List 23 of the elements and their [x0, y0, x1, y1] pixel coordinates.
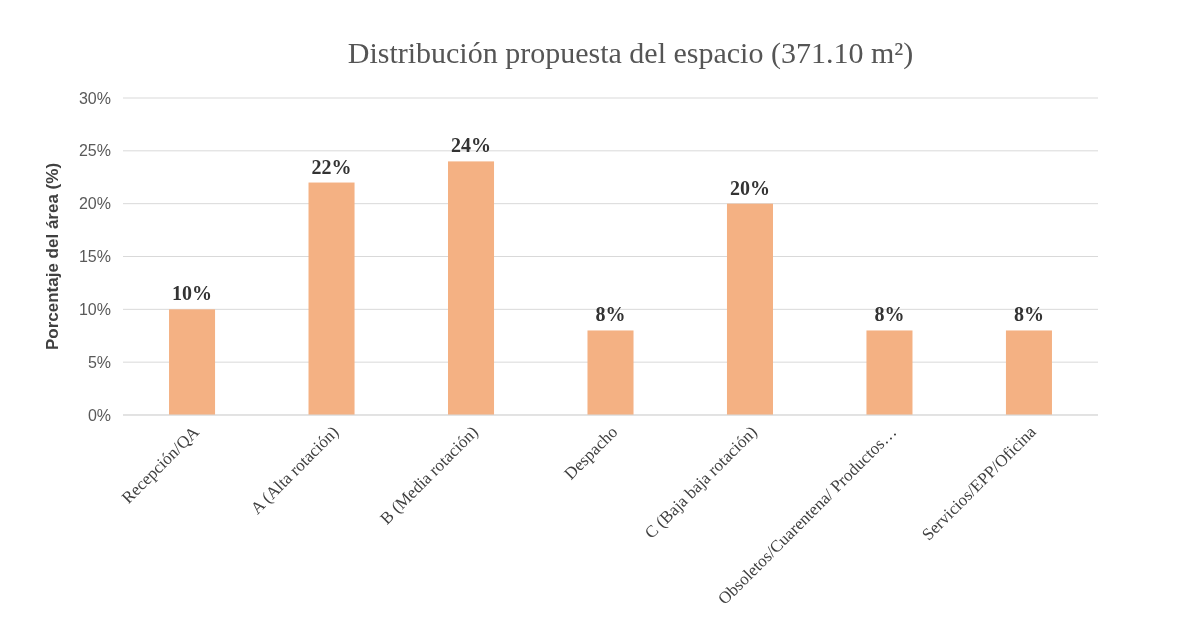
data-label: 22% — [311, 155, 352, 178]
y-tick-label: 10% — [78, 300, 111, 318]
bar — [866, 330, 913, 415]
y-tick-label: 20% — [78, 195, 111, 213]
y-tick-label: 30% — [78, 89, 111, 107]
y-tick-label: 15% — [78, 248, 111, 266]
bar — [587, 330, 634, 415]
y-tick-label: 5% — [87, 353, 111, 371]
bar — [169, 309, 216, 415]
bar — [1005, 330, 1052, 415]
data-label: 8% — [874, 303, 905, 326]
data-label: 8% — [1013, 303, 1044, 326]
data-label: 10% — [172, 282, 213, 305]
data-label: 8% — [595, 303, 626, 326]
chart-title: Distribución propuesta del espacio (371.10 m²) — [347, 36, 914, 70]
y-axis-title: Porcentaje del área (%) — [43, 162, 62, 351]
y-tick-label: 25% — [78, 142, 111, 160]
data-label: 24% — [451, 134, 492, 157]
bar — [308, 182, 355, 415]
bar — [726, 203, 773, 415]
y-tick-label: 0% — [87, 406, 111, 424]
bar — [448, 161, 495, 415]
data-label: 20% — [729, 176, 770, 199]
